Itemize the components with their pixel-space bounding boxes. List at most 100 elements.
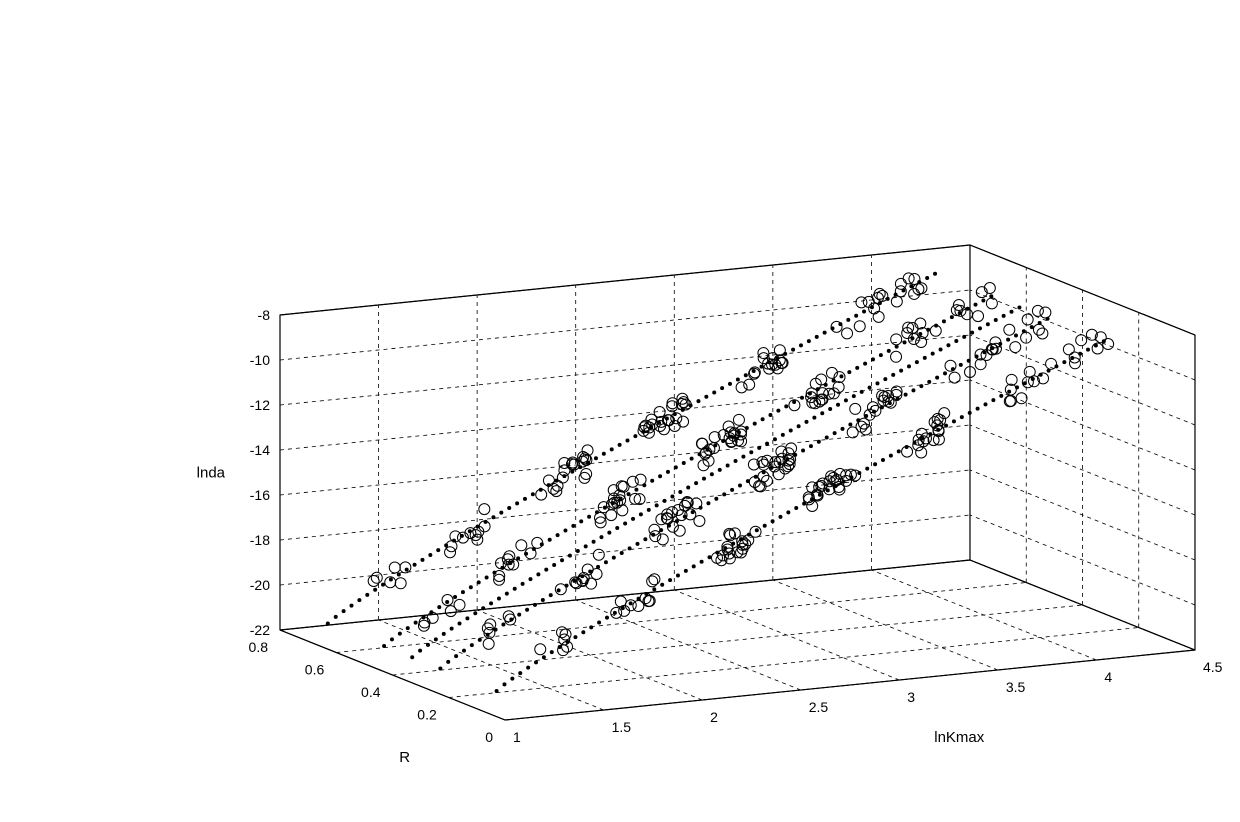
fit-dot: [736, 378, 740, 382]
fit-dot: [536, 572, 540, 576]
fit-dot: [465, 616, 469, 620]
fit-dot: [682, 461, 686, 465]
fit-dot: [517, 613, 521, 617]
fit-dot: [983, 402, 987, 406]
fit-dot: [499, 511, 503, 515]
fit-dot: [919, 384, 923, 388]
fit-dot: [791, 348, 795, 352]
fit-dot: [959, 363, 963, 367]
fit-dot: [389, 578, 393, 582]
fit-dot: [784, 404, 788, 408]
fit-dot: [889, 454, 893, 458]
fit-dot: [722, 492, 726, 496]
scatter3d-chart: -22-20-18-16-14-12-10-800.20.40.60.811.5…: [0, 0, 1240, 822]
fit-dot: [903, 340, 907, 344]
fit-dot: [442, 632, 446, 636]
fit-dot: [950, 315, 954, 319]
fit-dot: [592, 540, 596, 544]
fit-dot: [778, 515, 782, 519]
fit-dot: [944, 424, 948, 428]
fit-dot: [1086, 348, 1090, 352]
fit-dot: [549, 593, 553, 597]
fit-dot: [1023, 381, 1027, 385]
fit-dot: [708, 555, 712, 559]
fit-dot: [923, 356, 927, 360]
fit-dot: [749, 450, 753, 454]
xtick: 1: [513, 729, 521, 745]
fit-dot: [426, 643, 430, 647]
fit-dot: [684, 569, 688, 573]
fit-dot: [847, 370, 851, 374]
fit-dot: [755, 528, 759, 532]
fit-dot: [692, 564, 696, 568]
fit-dot: [1007, 390, 1011, 394]
fit-dot: [773, 437, 777, 441]
fit-dot: [976, 407, 980, 411]
fit-dot: [952, 419, 956, 423]
fit-dot: [967, 359, 971, 363]
fit-dot: [541, 598, 545, 602]
fit-dot: [489, 601, 493, 605]
fit-dot: [634, 488, 638, 492]
fit-dot: [507, 506, 511, 510]
fit-dot: [556, 533, 560, 537]
fit-dot: [897, 449, 901, 453]
fit-dot: [670, 494, 674, 498]
fit-dot: [502, 682, 506, 686]
fit-dot: [643, 537, 647, 541]
fit-dot: [799, 343, 803, 347]
xtick: 3.5: [1006, 679, 1026, 695]
fit-dot: [462, 649, 466, 653]
fit-dot: [694, 481, 698, 485]
fit-dot: [904, 393, 908, 397]
fit-dot: [563, 528, 567, 532]
fit-dot: [970, 331, 974, 335]
fit-dot: [458, 621, 462, 625]
fit-dot: [734, 459, 738, 463]
fit-dot: [461, 590, 465, 594]
fit-dot: [776, 409, 780, 413]
fit-dot: [686, 486, 690, 490]
fit-dot: [342, 609, 346, 613]
fit-dot: [625, 439, 629, 443]
fit-dot: [633, 434, 637, 438]
fit-dot: [660, 583, 664, 587]
fit-dot: [414, 621, 418, 625]
fit-dot: [986, 322, 990, 326]
fit-dot: [453, 595, 457, 599]
fit-dot: [752, 369, 756, 373]
fit-dot: [852, 394, 856, 398]
fit-dot: [438, 667, 442, 671]
ytick: 0.6: [305, 662, 325, 678]
fit-dot: [365, 593, 369, 597]
fit-dot: [528, 577, 532, 581]
fit-dot: [470, 643, 474, 647]
fit-dot: [349, 604, 353, 608]
fit-dot: [602, 452, 606, 456]
fit-dot: [763, 524, 767, 528]
fit-dot: [954, 339, 958, 343]
ztick: -8: [258, 307, 271, 323]
fit-dot: [534, 660, 538, 664]
fit-dot: [1010, 310, 1014, 314]
fit-dot: [738, 484, 742, 488]
fit-dot: [594, 456, 598, 460]
fit-dot: [855, 366, 859, 370]
fit-dot: [854, 314, 858, 318]
fit-dot: [410, 655, 414, 659]
x-axis-label: lnKmax: [934, 729, 985, 746]
fit-dot: [865, 467, 869, 471]
fit-dot: [836, 403, 840, 407]
fit-dot: [918, 332, 922, 336]
fit-dot: [720, 386, 724, 390]
fit-dot: [891, 373, 895, 377]
fit-dot: [962, 335, 966, 339]
fit-dot: [809, 444, 813, 448]
fit-dot: [478, 638, 482, 642]
fit-dot: [710, 472, 714, 476]
fit-dot: [899, 369, 903, 373]
fit-dot: [871, 357, 875, 361]
fit-dot: [860, 390, 864, 394]
fit-dot: [875, 381, 879, 385]
fit-dot: [704, 395, 708, 399]
